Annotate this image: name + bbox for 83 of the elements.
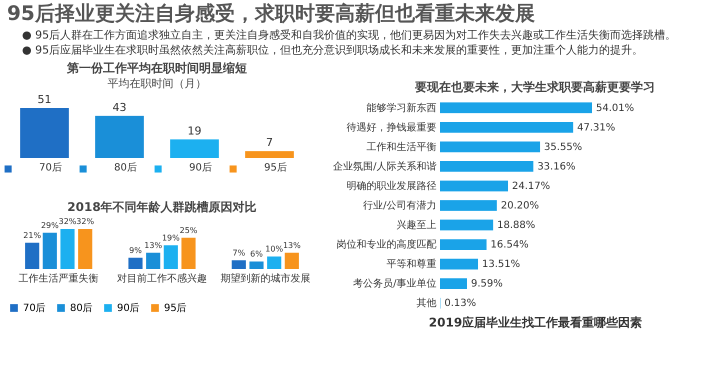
- data-label: 6%: [250, 250, 264, 258]
- legend-label: 80后: [70, 302, 93, 314]
- x-tick-label: 对目前工作不感兴趣: [117, 272, 207, 284]
- bar: [440, 122, 574, 133]
- chart-title: 2018年不同年龄人群跳槽原因对比: [67, 200, 257, 214]
- data-label: 9.59%: [470, 278, 503, 290]
- y-tick-label: 工作和生活平衡: [366, 140, 436, 153]
- x-tick-label: 90后: [189, 162, 212, 174]
- bar: [440, 239, 487, 250]
- bar: [60, 229, 75, 269]
- bar: [232, 260, 246, 269]
- data-label: 35.55%: [544, 142, 582, 153]
- y-tick-label: 岗位和专业的高度匹配: [336, 238, 436, 251]
- bar: [440, 220, 494, 230]
- data-label: 54.01%: [596, 102, 634, 114]
- x-tick-label: 70后: [39, 162, 62, 174]
- data-label: 21%: [23, 230, 42, 240]
- bar: [128, 258, 143, 269]
- text: 95后择业更关注自身感受，求职时要高薪但也看重未来发展: [7, 1, 535, 25]
- bar: [146, 252, 160, 269]
- x-tick-label: 95后: [264, 162, 287, 174]
- text: ● 95后人群在工作方面追求独立自主，更关注自身感受和自我价值的实现，他们更易因为对工作失去兴趣或工作生活失衡而选择跳槽。: [22, 28, 676, 42]
- data-label: 10%: [265, 244, 284, 254]
- bar: [20, 108, 69, 158]
- bar: [440, 161, 534, 172]
- bar: [164, 245, 178, 269]
- bar: [25, 242, 40, 269]
- bar: [181, 238, 196, 269]
- y-tick-label: 行业/公司有潜力: [363, 200, 436, 212]
- data-label: 0.13%: [444, 298, 476, 310]
- text: ● 95后应届毕业生在求职时虽然依然关注高薪职位，但也充分意识到职场成长和未来发展的重要性，更加注重个人能力的提升。: [22, 44, 644, 56]
- y-tick-label: 考公务员/事业单位: [353, 278, 436, 290]
- x-tick-label: 期望到新的城市发展: [220, 272, 310, 284]
- legend-label: 70后: [23, 302, 46, 314]
- bar: [170, 139, 219, 158]
- legend-label: 90后: [117, 302, 140, 314]
- data-label: 33.16%: [537, 161, 576, 172]
- y-tick-label: 能够学习新东西: [366, 102, 436, 114]
- data-label: 7%: [232, 248, 246, 258]
- data-label: 18.88%: [497, 220, 536, 232]
- y-tick-label: 平等和尊重: [386, 258, 436, 270]
- bar: [284, 252, 299, 269]
- data-label: 20.20%: [500, 200, 539, 212]
- y-tick-label: 待遇好，挣钱最重要: [346, 121, 436, 134]
- y-tick-label: 兴趣至上: [396, 219, 436, 232]
- bar: [78, 229, 92, 269]
- bar: [440, 141, 540, 152]
- data-label: 32%: [58, 217, 77, 226]
- data-label: 25%: [180, 226, 198, 235]
- data-label: 19%: [162, 233, 180, 242]
- bar: [440, 258, 478, 270]
- data-label: 13%: [282, 240, 302, 250]
- bar: [440, 180, 508, 192]
- data-label: 13%: [144, 240, 162, 250]
- data-label: 13.51%: [482, 259, 520, 270]
- bar: [267, 256, 282, 269]
- chart-title: 第一份工作平均在职时间明显缩短: [66, 61, 247, 75]
- bar: [249, 262, 264, 269]
- x-tick-label: 工作生活严重失衡: [18, 272, 99, 284]
- bar: [245, 151, 294, 158]
- data-label: 43: [112, 100, 126, 114]
- bar: [95, 116, 144, 158]
- data-label: 9%: [129, 246, 142, 255]
- y-tick-label: 企业氛围/人际关系和谐: [333, 160, 436, 172]
- bar: [440, 200, 497, 211]
- chart-title: 要现在也要未来，大学生求职要高薪更要学习: [414, 80, 655, 94]
- bar: [440, 102, 592, 114]
- data-label: 32%: [76, 217, 94, 226]
- data-label: 29%: [40, 220, 60, 230]
- legend-label: 95后: [164, 302, 187, 314]
- x-tick-label: 80后: [114, 162, 137, 174]
- data-label: 7: [266, 136, 273, 150]
- bar: [440, 278, 467, 290]
- data-label: 51: [38, 93, 52, 106]
- data-label: 47.31%: [577, 122, 616, 134]
- data-label: 19: [188, 124, 202, 138]
- bar: [42, 232, 57, 269]
- x-axis-title: 2019应届毕业生找工作最看重哪些因素: [428, 316, 642, 330]
- chart-subtitle: 平均在职时间（月）: [108, 77, 206, 90]
- y-tick-label: 其他: [416, 297, 436, 310]
- data-label: 24.17%: [512, 180, 550, 192]
- data-label: 16.54%: [490, 240, 529, 251]
- y-tick-label: 明确的职业发展路径: [346, 180, 436, 192]
